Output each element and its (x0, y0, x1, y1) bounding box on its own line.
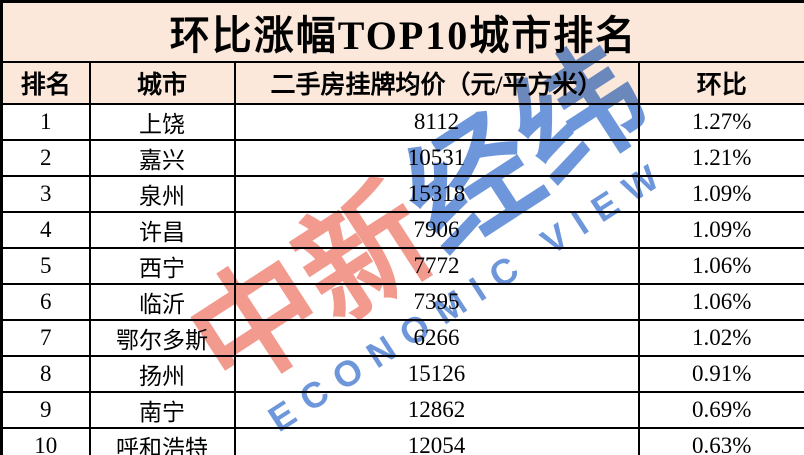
column-header-price: 二手房挂牌均价（元/平方米） (233, 61, 640, 105)
table-row: 5 西宁 7772 1.06% (0, 247, 804, 285)
price-cell: 8112 (233, 103, 640, 141)
rank-cell: 4 (0, 211, 91, 249)
mom-cell: 1.06% (637, 283, 804, 321)
price-cell: 6266 (233, 319, 640, 357)
city-cell: 扬州 (88, 355, 236, 393)
price-cell: 15126 (233, 355, 640, 393)
table-row: 7 鄂尔多斯 6266 1.02% (0, 319, 804, 357)
price-cell: 12054 (233, 427, 640, 455)
city-cell: 西宁 (88, 247, 236, 285)
city-cell: 嘉兴 (88, 139, 236, 177)
table-row: 4 许昌 7906 1.09% (0, 211, 804, 249)
price-cell: 10531 (233, 139, 640, 177)
rank-cell: 5 (0, 247, 91, 285)
city-cell: 鄂尔多斯 (88, 319, 236, 357)
table-row: 10 呼和浩特 12054 0.63% (0, 427, 804, 455)
city-cell: 泉州 (88, 175, 236, 213)
table-row: 6 临沂 7395 1.06% (0, 283, 804, 321)
mom-cell: 1.21% (637, 139, 804, 177)
mom-cell: 0.63% (637, 427, 804, 455)
mom-cell: 0.69% (637, 391, 804, 429)
rank-cell: 3 (0, 175, 91, 213)
mom-cell: 1.06% (637, 247, 804, 285)
column-header-city: 城市 (88, 61, 236, 105)
column-header-mom: 环比 (637, 61, 804, 105)
table-row: 9 南宁 12862 0.69% (0, 391, 804, 429)
city-cell: 许昌 (88, 211, 236, 249)
page-title: 环比涨幅TOP10城市排名 (0, 0, 804, 63)
table-row: 8 扬州 15126 0.91% (0, 355, 804, 393)
mom-cell: 1.02% (637, 319, 804, 357)
column-header-rank: 排名 (0, 61, 91, 105)
mom-cell: 0.91% (637, 355, 804, 393)
city-cell: 南宁 (88, 391, 236, 429)
mom-cell: 1.09% (637, 175, 804, 213)
table-row: 2 嘉兴 10531 1.21% (0, 139, 804, 177)
title-row: 环比涨幅TOP10城市排名 (0, 0, 804, 63)
table-row: 3 泉州 15318 1.09% (0, 175, 804, 213)
mom-cell: 1.27% (637, 103, 804, 141)
price-cell: 12862 (233, 391, 640, 429)
price-cell: 7395 (233, 283, 640, 321)
rank-cell: 9 (0, 391, 91, 429)
city-cell: 呼和浩特 (88, 427, 236, 455)
column-header-row: 排名 城市 二手房挂牌均价（元/平方米） 环比 (0, 61, 804, 105)
city-cell: 上饶 (88, 103, 236, 141)
rank-cell: 10 (0, 427, 91, 455)
rank-cell: 6 (0, 283, 91, 321)
rank-cell: 7 (0, 319, 91, 357)
rank-cell: 2 (0, 139, 91, 177)
rank-cell: 8 (0, 355, 91, 393)
table-row: 1 上饶 8112 1.27% (0, 103, 804, 141)
price-cell: 7906 (233, 211, 640, 249)
price-cell: 7772 (233, 247, 640, 285)
price-cell: 15318 (233, 175, 640, 213)
city-cell: 临沂 (88, 283, 236, 321)
mom-cell: 1.09% (637, 211, 804, 249)
rank-cell: 1 (0, 103, 91, 141)
